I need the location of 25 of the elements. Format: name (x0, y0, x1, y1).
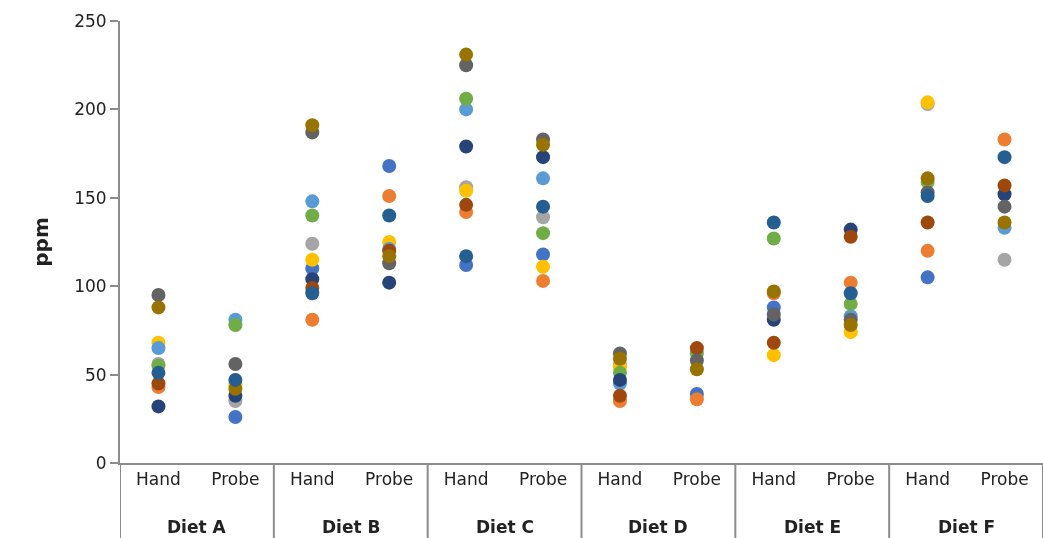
text: Diet C (476, 517, 534, 537)
x-tick-label: Hand (597, 469, 643, 490)
x-tick-label: Probe (365, 469, 414, 490)
y-tick-label: 150 (74, 187, 107, 208)
x-tick-label: Probe (211, 469, 260, 490)
y-tick-label: 200 (74, 99, 107, 120)
y-axis-title: ppm (29, 217, 54, 267)
x-tick-label: Probe (518, 469, 568, 490)
x-tick-label: Hand (905, 469, 951, 490)
text: Diet D (628, 517, 688, 537)
x-tick-label: Probe (980, 469, 1029, 490)
y-tick-label: 100 (74, 276, 107, 297)
y-tick-label: 250 (74, 10, 107, 31)
x-tick-label: Probe (826, 469, 875, 490)
text: Diet A (167, 517, 227, 537)
x-tick-label: Hand (136, 469, 181, 490)
x-tick-label: Hand (443, 469, 489, 490)
x-tick-label: Hand (751, 469, 797, 490)
y-tick-label: 0 (95, 452, 107, 473)
text: Diet B (322, 517, 381, 537)
text: Diet F (938, 517, 996, 537)
y-tick-label: 50 (84, 364, 107, 385)
x-tick-label: Probe (672, 469, 721, 490)
text: Diet E (784, 517, 842, 537)
x-tick-label: Hand (289, 469, 335, 490)
